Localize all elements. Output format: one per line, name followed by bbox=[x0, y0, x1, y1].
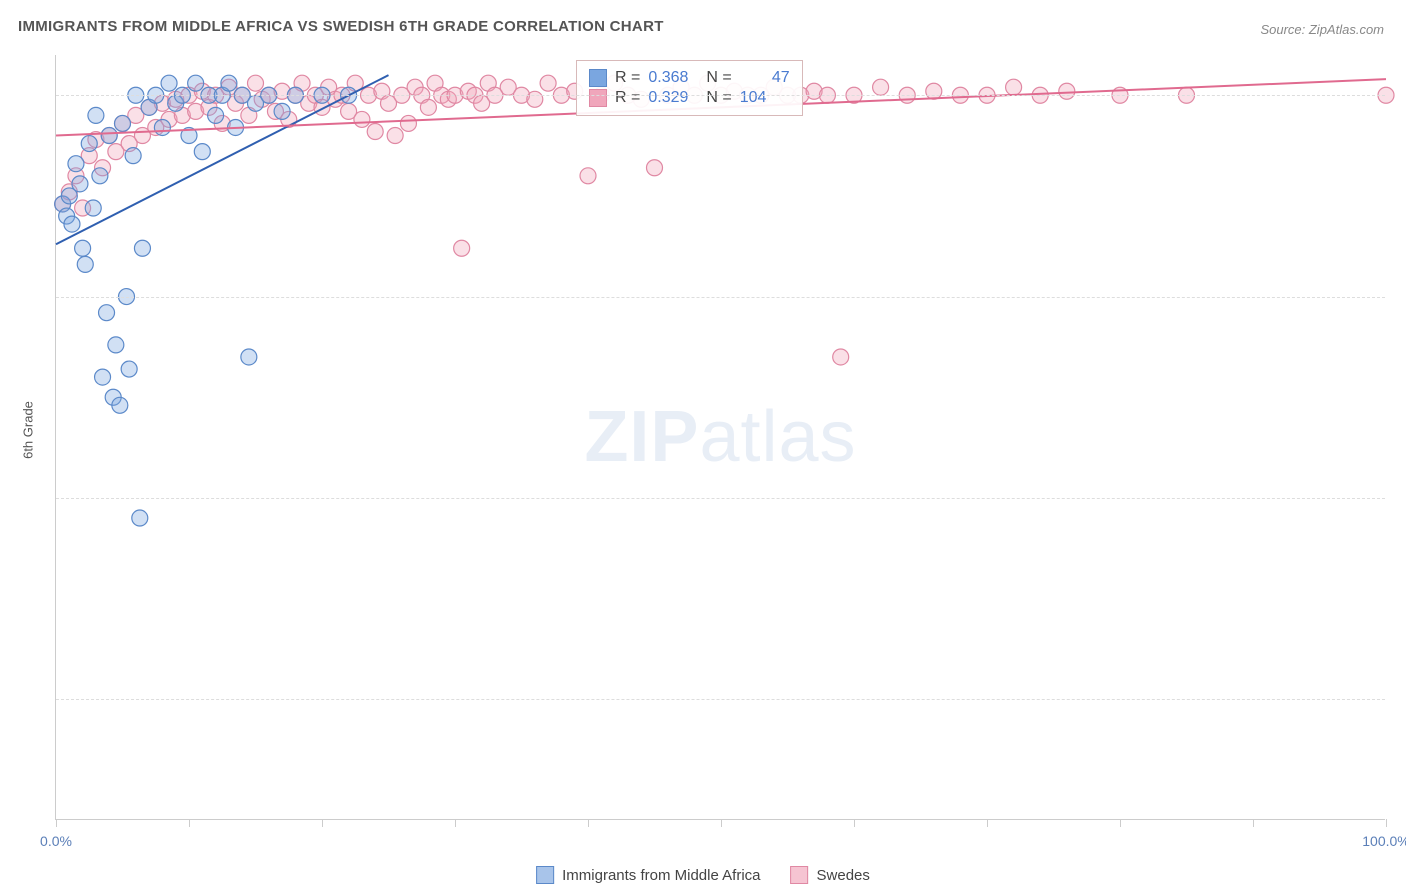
data-point bbox=[101, 128, 117, 144]
data-point bbox=[75, 240, 91, 256]
data-point bbox=[1059, 83, 1075, 99]
legend-n-label-1: N = bbox=[706, 69, 731, 87]
data-point bbox=[125, 148, 141, 164]
legend-n-value-1: 47 bbox=[740, 69, 790, 87]
data-point bbox=[194, 144, 210, 160]
data-point bbox=[85, 200, 101, 216]
bottom-legend-item-2: Swedes bbox=[791, 866, 870, 884]
legend-swatch-blue bbox=[589, 69, 607, 87]
legend-r-value-1: 0.368 bbox=[648, 69, 698, 87]
bottom-swatch-blue bbox=[536, 866, 554, 884]
source-attribution: Source: ZipAtlas.com bbox=[1260, 22, 1384, 37]
plot-area: ZIPatlas R = 0.368 N = 47 R = 0.329 N = … bbox=[55, 55, 1385, 820]
gridline bbox=[56, 699, 1385, 700]
data-point bbox=[354, 111, 370, 127]
data-point bbox=[161, 75, 177, 91]
xtick bbox=[322, 819, 323, 827]
data-point bbox=[64, 216, 80, 232]
data-point bbox=[154, 119, 170, 135]
data-point bbox=[274, 103, 290, 119]
data-point bbox=[134, 240, 150, 256]
scatter-svg bbox=[56, 55, 1385, 819]
data-point bbox=[400, 115, 416, 131]
data-point bbox=[112, 397, 128, 413]
data-point bbox=[367, 124, 383, 140]
xtick bbox=[56, 819, 57, 827]
bottom-label-1: Immigrants from Middle Africa bbox=[562, 867, 760, 884]
data-point bbox=[1006, 79, 1022, 95]
data-point bbox=[188, 75, 204, 91]
bottom-legend-item-1: Immigrants from Middle Africa bbox=[536, 866, 760, 884]
data-point bbox=[77, 256, 93, 272]
data-point bbox=[221, 75, 237, 91]
data-point bbox=[420, 99, 436, 115]
ytick-label: 95.0% bbox=[1395, 289, 1406, 305]
y-axis-label: 6th Grade bbox=[21, 401, 36, 459]
legend-row-series2: R = 0.329 N = 104 bbox=[589, 89, 790, 107]
gridline bbox=[56, 95, 1385, 96]
xtick bbox=[189, 819, 190, 827]
xtick bbox=[1120, 819, 1121, 827]
data-point bbox=[132, 510, 148, 526]
xtick bbox=[588, 819, 589, 827]
xtick bbox=[455, 819, 456, 827]
xtick bbox=[987, 819, 988, 827]
chart-title: IMMIGRANTS FROM MIDDLE AFRICA VS SWEDISH… bbox=[18, 18, 664, 35]
legend-swatch-pink bbox=[589, 89, 607, 107]
data-point bbox=[99, 305, 115, 321]
legend-r-label-1: R = bbox=[615, 69, 640, 87]
xtick bbox=[1253, 819, 1254, 827]
data-point bbox=[108, 337, 124, 353]
xtick bbox=[1386, 819, 1387, 827]
ytick-label: 85.0% bbox=[1395, 691, 1406, 707]
xtick-label: 100.0% bbox=[1362, 833, 1406, 849]
data-point bbox=[81, 136, 97, 152]
bottom-label-2: Swedes bbox=[817, 867, 870, 884]
ytick-label: 100.0% bbox=[1395, 87, 1406, 103]
data-point bbox=[68, 156, 84, 172]
gridline bbox=[56, 498, 1385, 499]
data-point bbox=[833, 349, 849, 365]
correlation-legend: R = 0.368 N = 47 R = 0.329 N = 104 bbox=[576, 60, 803, 116]
data-point bbox=[115, 115, 131, 131]
legend-r-value-2: 0.329 bbox=[648, 89, 698, 107]
data-point bbox=[647, 160, 663, 176]
bottom-legend: Immigrants from Middle Africa Swedes bbox=[536, 866, 870, 884]
data-point bbox=[387, 128, 403, 144]
data-point bbox=[121, 361, 137, 377]
data-point bbox=[540, 75, 556, 91]
data-point bbox=[454, 240, 470, 256]
bottom-swatch-pink bbox=[791, 866, 809, 884]
data-point bbox=[873, 79, 889, 95]
data-point bbox=[580, 168, 596, 184]
legend-r-label-2: R = bbox=[615, 89, 640, 107]
xtick bbox=[854, 819, 855, 827]
data-point bbox=[248, 75, 264, 91]
data-point bbox=[208, 107, 224, 123]
legend-row-series1: R = 0.368 N = 47 bbox=[589, 69, 790, 87]
legend-n-label-2: N = bbox=[706, 89, 731, 107]
xtick bbox=[721, 819, 722, 827]
ytick-label: 90.0% bbox=[1395, 490, 1406, 506]
xtick-label: 0.0% bbox=[40, 833, 72, 849]
legend-n-value-2: 104 bbox=[740, 89, 790, 107]
data-point bbox=[241, 349, 257, 365]
data-point bbox=[926, 83, 942, 99]
gridline bbox=[56, 297, 1385, 298]
data-point bbox=[88, 107, 104, 123]
data-point bbox=[92, 168, 108, 184]
data-point bbox=[72, 176, 88, 192]
data-point bbox=[95, 369, 111, 385]
data-point bbox=[527, 91, 543, 107]
